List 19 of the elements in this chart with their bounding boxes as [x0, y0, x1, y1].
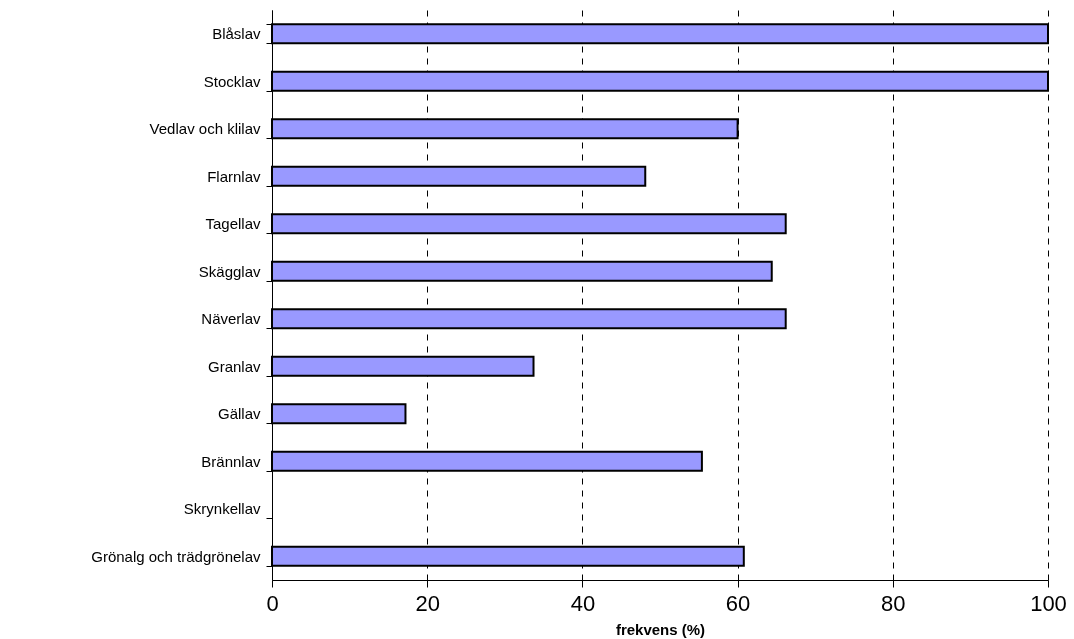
- y-tick-label: Skrynkellav: [183, 500, 261, 518]
- y-tick-label: Blåslav: [212, 25, 261, 43]
- y-tick-label: Granlav: [207, 357, 261, 375]
- y-tick-label: Gällav: [217, 405, 261, 423]
- x-tick-label: 80: [881, 590, 906, 616]
- x-tick-label: 100: [1030, 590, 1067, 616]
- x-tick-label: 40: [570, 590, 596, 616]
- x-tick-label: 0: [266, 590, 279, 616]
- y-tick-label: Grönalg och trädgrönelav: [91, 547, 261, 565]
- x-tick-label: 60: [725, 590, 751, 616]
- y-tick-label: Brännlav: [201, 452, 261, 470]
- y-tick-label: Stocklav: [203, 72, 261, 90]
- y-tick-label: Tagellav: [205, 215, 261, 233]
- x-axis-title: frekvens (%): [615, 620, 706, 638]
- y-tick-label: Vedlav och klilav: [149, 120, 261, 138]
- y-tick-label: Flarnlav: [207, 167, 261, 185]
- y-tick-label: Skägglav: [198, 262, 261, 280]
- x-tick-label: 20: [415, 590, 440, 616]
- y-tick-label: Näverlav: [201, 310, 261, 328]
